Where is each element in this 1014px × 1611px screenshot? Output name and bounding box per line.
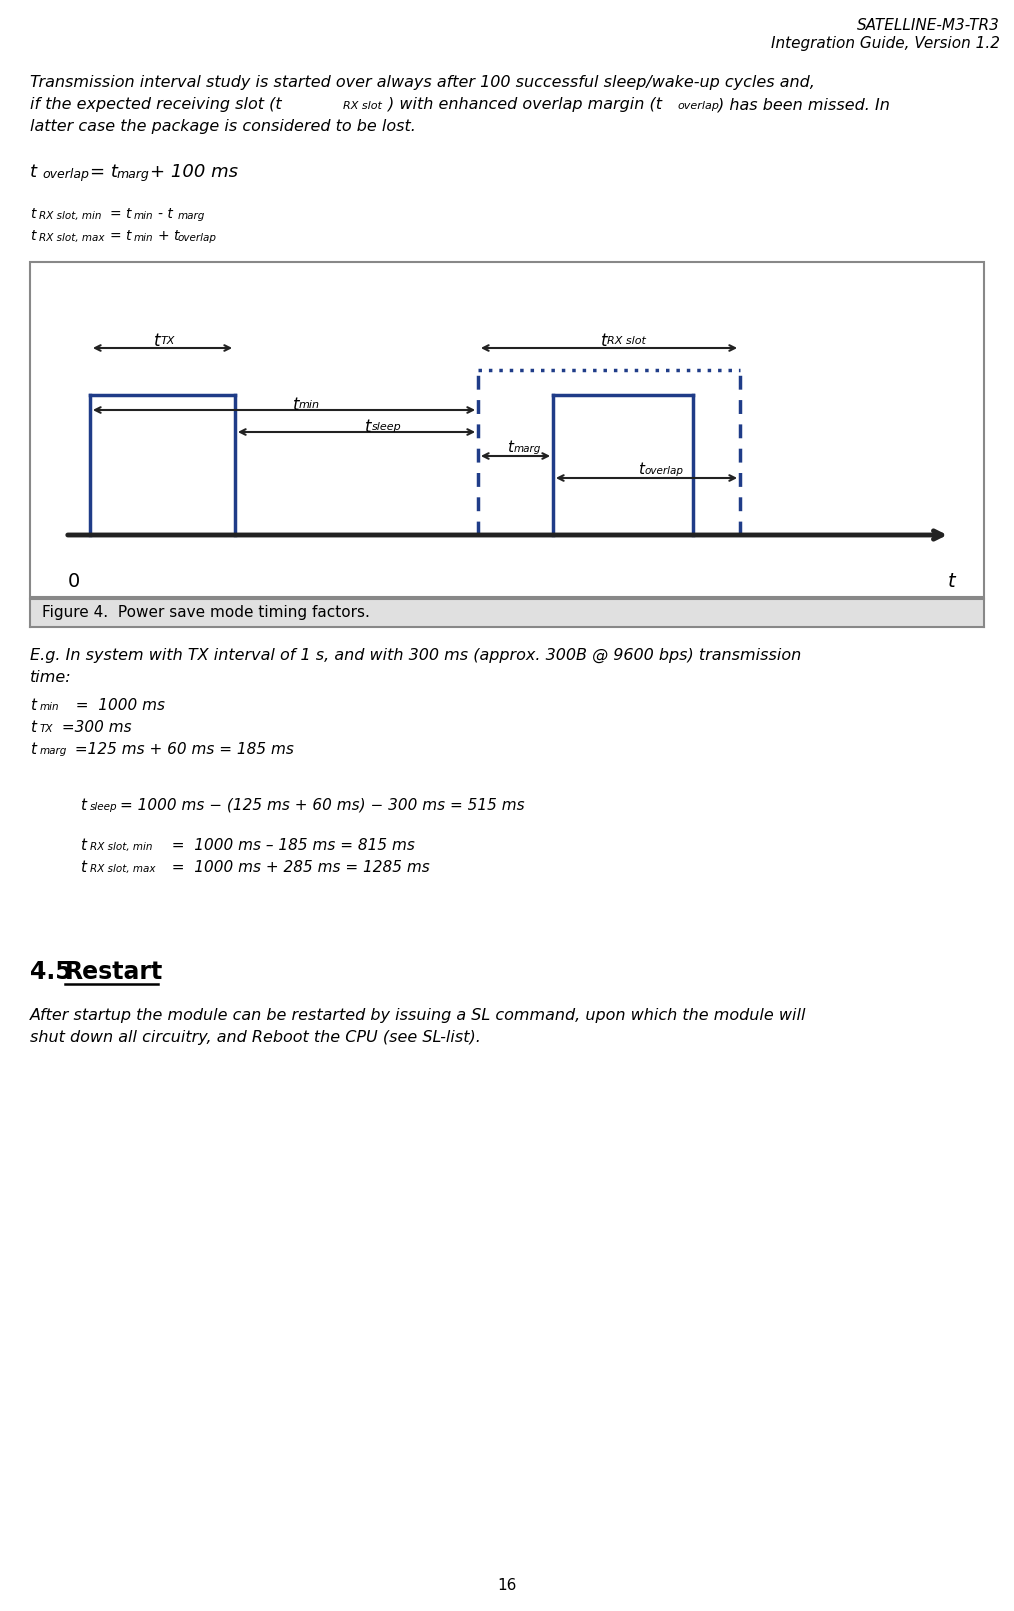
Text: if the expected receiving slot (t: if the expected receiving slot (t [30,97,282,113]
Text: min: min [299,400,320,411]
Text: = t: = t [110,206,132,221]
Text: marg: marg [178,211,206,221]
Text: TX: TX [160,337,174,346]
Text: time:: time: [30,670,72,685]
Text: TX: TX [40,723,54,735]
Text: shut down all circuitry, and Reboot the CPU (see SL-list).: shut down all circuitry, and Reboot the … [30,1029,481,1046]
Text: 16: 16 [497,1579,517,1593]
Text: t: t [80,797,86,814]
Text: SATELLINE-M3-TR3: SATELLINE-M3-TR3 [857,18,1000,32]
Text: t: t [507,440,513,454]
Text: marg: marg [513,445,540,454]
Text: t: t [30,720,37,735]
Text: Transmission interval study is started over always after 100 successful sleep/wa: Transmission interval study is started o… [30,76,815,90]
Bar [30,263,984,598]
Text: = 1000 ms − (125 ms + 60 ms) − 300 ms = 515 ms: = 1000 ms − (125 ms + 60 ms) − 300 ms = … [120,797,524,814]
Text: marg: marg [117,168,150,180]
Text: =  1000 ms + 285 ms = 1285 ms: = 1000 ms + 285 ms = 1285 ms [162,860,430,875]
Text: t: t [30,163,37,180]
Text: sleep: sleep [371,422,402,432]
Text: overlap: overlap [178,234,217,243]
Text: 4.5: 4.5 [30,960,80,984]
Text: - t: - t [158,206,172,221]
Text: + 100 ms: + 100 ms [150,163,238,180]
Text: After startup the module can be restarted by issuing a SL command, upon which th: After startup the module can be restarte… [30,1008,806,1023]
Text: t: t [292,396,299,414]
Text: Integration Guide, Version 1.2: Integration Guide, Version 1.2 [771,35,1000,52]
Text: RX slot, min: RX slot, min [90,843,152,852]
Text: =300 ms: =300 ms [57,720,132,735]
Text: =125 ms + 60 ms = 185 ms: =125 ms + 60 ms = 185 ms [70,743,294,757]
Text: t: t [30,743,37,757]
Text: t: t [30,229,35,243]
Text: min: min [40,702,60,712]
Text: ) has been missed. In: ) has been missed. In [718,97,890,113]
Text: 0: 0 [68,572,80,591]
Bar [30,599,984,627]
Text: = t: = t [110,229,132,243]
Text: = t: = t [90,163,118,180]
Text: + t: + t [158,229,179,243]
Text: t: t [80,838,86,852]
Text: overlap: overlap [677,101,719,111]
Text: =  1000 ms – 185 ms = 815 ms: = 1000 ms – 185 ms = 815 ms [162,838,415,852]
Text: marg: marg [40,746,67,756]
Text: t: t [948,572,955,591]
Text: min: min [134,234,154,243]
Text: min: min [134,211,154,221]
Text: E.g. In system with TX interval of 1 s, and with 300 ms (approx. 300B @ 9600 bps: E.g. In system with TX interval of 1 s, … [30,648,801,664]
Text: RX slot: RX slot [607,337,646,346]
Text: RX slot, min: RX slot, min [39,211,101,221]
Text: overlap: overlap [645,466,683,475]
Text: t: t [154,332,160,350]
Text: t: t [600,332,607,350]
Text: overlap: overlap [42,168,89,180]
Text: t: t [30,698,37,714]
Text: t: t [639,462,645,477]
Text: sleep: sleep [90,802,118,812]
Text: Figure 4.  Power save mode timing factors.: Figure 4. Power save mode timing factors… [42,606,370,620]
Text: t: t [80,860,86,875]
Text: =  1000 ms: = 1000 ms [66,698,165,714]
Text: RX slot, max: RX slot, max [90,863,155,875]
Text: ) with enhanced overlap margin (t: ) with enhanced overlap margin (t [388,97,662,113]
Text: t: t [30,206,35,221]
Text: RX slot: RX slot [343,101,382,111]
Text: t: t [365,417,371,437]
Text: RX slot, max: RX slot, max [39,234,104,243]
Text: latter case the package is considered to be lost.: latter case the package is considered to… [30,119,416,134]
Text: Restart: Restart [65,960,163,984]
